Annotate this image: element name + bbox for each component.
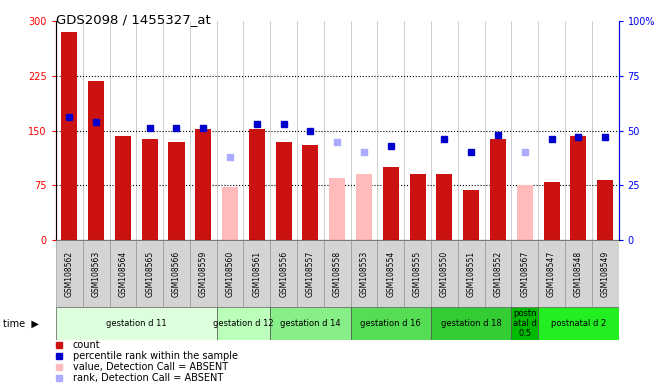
Text: postnatal d 2: postnatal d 2 xyxy=(551,319,606,328)
FancyBboxPatch shape xyxy=(431,307,511,340)
Bar xyxy=(597,180,613,240)
FancyBboxPatch shape xyxy=(190,240,216,307)
FancyBboxPatch shape xyxy=(297,240,324,307)
Text: GSM108552: GSM108552 xyxy=(494,250,503,297)
Text: GSM108550: GSM108550 xyxy=(440,250,449,297)
Text: time  ▶: time ▶ xyxy=(3,318,39,329)
Bar xyxy=(356,174,372,240)
Text: gestation d 12: gestation d 12 xyxy=(213,319,274,328)
Text: GSM108561: GSM108561 xyxy=(253,250,261,297)
Text: GSM108547: GSM108547 xyxy=(547,250,556,297)
Text: percentile rank within the sample: percentile rank within the sample xyxy=(73,351,238,361)
Text: gestation d 16: gestation d 16 xyxy=(361,319,421,328)
Text: GSM108559: GSM108559 xyxy=(199,250,208,297)
Text: postn
atal d
0.5: postn atal d 0.5 xyxy=(513,310,537,338)
FancyBboxPatch shape xyxy=(351,307,431,340)
Bar xyxy=(115,136,131,240)
FancyBboxPatch shape xyxy=(538,307,619,340)
FancyBboxPatch shape xyxy=(163,240,190,307)
Bar xyxy=(276,142,291,240)
Text: GSM108558: GSM108558 xyxy=(333,250,342,297)
Bar xyxy=(329,178,345,240)
Text: GSM108554: GSM108554 xyxy=(386,250,395,297)
FancyBboxPatch shape xyxy=(56,307,216,340)
Bar xyxy=(436,174,453,240)
Text: GSM108564: GSM108564 xyxy=(118,250,128,297)
Bar xyxy=(490,139,506,240)
Text: GSM108560: GSM108560 xyxy=(226,250,234,297)
Bar xyxy=(168,142,184,240)
FancyBboxPatch shape xyxy=(109,240,136,307)
Bar xyxy=(463,190,479,240)
Text: GSM108555: GSM108555 xyxy=(413,250,422,297)
FancyBboxPatch shape xyxy=(136,240,163,307)
Text: GSM108551: GSM108551 xyxy=(467,250,476,297)
Bar xyxy=(88,81,104,240)
FancyBboxPatch shape xyxy=(83,240,109,307)
FancyBboxPatch shape xyxy=(404,240,431,307)
Bar xyxy=(409,174,426,240)
FancyBboxPatch shape xyxy=(511,307,538,340)
Text: GSM108553: GSM108553 xyxy=(359,250,368,297)
Text: gestation d 18: gestation d 18 xyxy=(441,319,501,328)
FancyBboxPatch shape xyxy=(351,240,378,307)
FancyBboxPatch shape xyxy=(243,240,270,307)
Text: GSM108557: GSM108557 xyxy=(306,250,315,297)
FancyBboxPatch shape xyxy=(216,240,243,307)
FancyBboxPatch shape xyxy=(431,240,458,307)
Text: GSM108562: GSM108562 xyxy=(65,250,74,297)
FancyBboxPatch shape xyxy=(378,240,404,307)
FancyBboxPatch shape xyxy=(484,240,511,307)
Text: GSM108556: GSM108556 xyxy=(279,250,288,297)
Text: gestation d 14: gestation d 14 xyxy=(280,319,341,328)
Text: GSM108567: GSM108567 xyxy=(520,250,529,297)
Bar xyxy=(544,182,559,240)
FancyBboxPatch shape xyxy=(511,240,538,307)
Bar xyxy=(249,129,265,240)
Text: GDS2098 / 1455327_at: GDS2098 / 1455327_at xyxy=(56,13,211,26)
Text: value, Detection Call = ABSENT: value, Detection Call = ABSENT xyxy=(73,362,228,372)
Bar xyxy=(61,32,78,240)
FancyBboxPatch shape xyxy=(538,240,565,307)
Text: count: count xyxy=(73,340,101,350)
Text: GSM108548: GSM108548 xyxy=(574,250,583,297)
Text: GSM108549: GSM108549 xyxy=(601,250,609,297)
Bar xyxy=(517,185,533,240)
Bar xyxy=(222,187,238,240)
FancyBboxPatch shape xyxy=(565,240,592,307)
FancyBboxPatch shape xyxy=(324,240,351,307)
Bar xyxy=(303,145,318,240)
FancyBboxPatch shape xyxy=(216,307,270,340)
Text: GSM108566: GSM108566 xyxy=(172,250,181,297)
Bar xyxy=(195,129,211,240)
Bar xyxy=(383,167,399,240)
FancyBboxPatch shape xyxy=(458,240,484,307)
FancyBboxPatch shape xyxy=(56,240,83,307)
Text: rank, Detection Call = ABSENT: rank, Detection Call = ABSENT xyxy=(73,374,223,384)
FancyBboxPatch shape xyxy=(592,240,619,307)
Text: GSM108563: GSM108563 xyxy=(91,250,101,297)
Text: gestation d 11: gestation d 11 xyxy=(106,319,166,328)
Bar xyxy=(570,136,586,240)
Bar xyxy=(141,139,158,240)
FancyBboxPatch shape xyxy=(270,307,351,340)
FancyBboxPatch shape xyxy=(270,240,297,307)
Text: GSM108565: GSM108565 xyxy=(145,250,154,297)
